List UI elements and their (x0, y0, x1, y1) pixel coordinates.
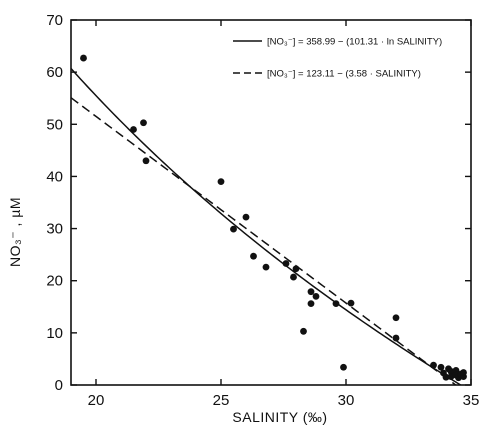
data-point (312, 292, 320, 300)
data-point (130, 126, 137, 133)
data-point (437, 363, 445, 371)
y-tick-label: 60 (46, 64, 63, 81)
data-point (300, 327, 307, 335)
data-point (307, 288, 315, 296)
data-point (242, 213, 250, 221)
data-point (307, 300, 315, 308)
data-point (452, 367, 460, 374)
data-point (262, 263, 270, 271)
y-axis-title: NO₃⁻ , µM (7, 197, 23, 267)
data-point (290, 273, 297, 281)
y-tick-label: 0 (55, 377, 63, 394)
x-tick-label: 30 (338, 392, 355, 409)
fit-line-log (71, 68, 463, 385)
data-point (250, 252, 257, 260)
data-point (142, 157, 150, 165)
data-point (430, 361, 437, 369)
data-point (140, 119, 147, 127)
plot-frame (70, 19, 472, 386)
legend-entry-linear: [NO₃⁻] = 123.11 − (3.58 · SALINITY) (267, 69, 421, 80)
y-tick-label: 40 (46, 168, 63, 185)
data-point (217, 178, 225, 186)
data-point (460, 369, 467, 376)
data-point (332, 300, 340, 308)
x-tick-label: 25 (213, 392, 230, 409)
legend-entry-log: [NO₃⁻] = 358.99 − (101.31 · ln SALINITY) (267, 37, 442, 48)
x-tick-label: 35 (463, 392, 480, 409)
x-axis-title: SALINITY (‰) (232, 409, 327, 425)
data-point (392, 334, 400, 342)
y-tick-label: 30 (46, 221, 63, 238)
data-point (347, 299, 355, 307)
data-point (292, 265, 300, 273)
y-tick-label: 70 (46, 12, 63, 29)
data-point (282, 260, 290, 267)
data-point (340, 363, 347, 371)
data-point (80, 54, 87, 62)
data-point (230, 225, 237, 233)
y-tick-label: 50 (46, 116, 63, 133)
data-point (442, 373, 450, 381)
data-point (392, 314, 400, 322)
y-tick-label: 20 (46, 273, 63, 290)
x-tick-label: 20 (88, 392, 105, 409)
fit-line-linear (71, 97, 457, 385)
y-tick-label: 10 (46, 325, 63, 342)
